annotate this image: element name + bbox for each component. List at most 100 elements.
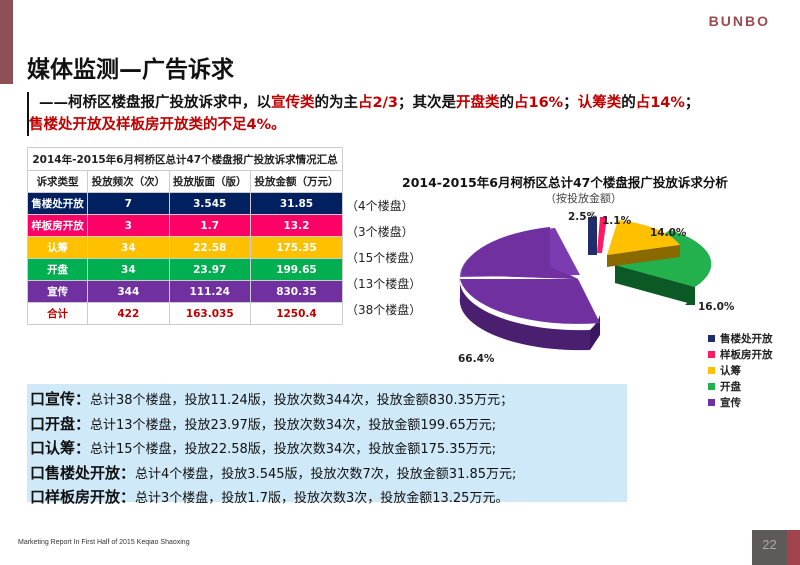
legend-label: 样板房开放 [720,348,773,361]
table-cell: 344 [87,280,170,303]
page-title: 媒体监测—广告诉求 [27,57,234,83]
legend-swatch-icon [708,334,715,342]
table-cell: 3 [87,214,170,237]
building-count: （4个楼盘） [346,199,414,213]
summary-line-1: ——柯桥区楼盘报广投放诉求中，以宣传类的为主占2/3；其次是开盘类的占16%；认… [39,92,787,114]
table-row: 认筹 34 22.58 175.35 [26,236,344,259]
summary-segment: 占16% [513,95,564,111]
note-line: 口样板房开放：总计3个楼盘，投放1.7版，投放次数3次，投放金额13.25万元。 [30,486,627,511]
row-category: 合计 [26,302,89,325]
brand-logo: BUNBO [708,13,770,29]
row-category: 宣传 [26,280,89,303]
table-cell: 163.035 [168,302,251,325]
note-label: 口开盘： [30,414,91,433]
table-cell: 22.58 [168,236,251,259]
note-text: 总计38个楼盘，投放11.24版，投放次数344次，投放金额830.35万元； [90,393,514,408]
legend-item: 宣传 [708,394,773,410]
pie-label-model-house: 1.1% [602,215,632,227]
legend-swatch-icon [708,398,715,406]
row-category: 认筹 [26,236,89,259]
notes-box: 口宣传：总计38个楼盘，投放11.24版，投放次数344次，投放金额830.35… [27,384,627,506]
summary-segment: ； [563,95,578,111]
summary-segment: 占2/3 [358,95,398,111]
footer-text: Marketing Report In First Half of 2015 K… [18,539,190,546]
summary-segment: ； [684,95,700,111]
table-cell: 31.85 [249,192,344,215]
building-count: （15个楼盘） [346,251,422,265]
summary-line-2: 售楼处开放及样板房开放类的不足4%。 [29,117,286,133]
table-cell: 13.2 [249,214,344,237]
legend-item: 开盘 [708,378,773,394]
page-number: 22 [752,530,787,565]
legend-label: 售楼处开放 [720,332,773,345]
row-category: 售楼处开放 [26,192,89,215]
summary-segment: 占14% [635,95,685,111]
legend-swatch-icon [708,366,715,374]
note-label: 口售楼处开放： [30,463,136,482]
summary-segment: 宣传类 [271,95,315,111]
summary-table: 2014年-2015年6月柯桥区总计47个楼盘报广投放诉求情况汇总 诉求类型 投… [26,147,344,325]
building-count-list: （4个楼盘） （3个楼盘） （15个楼盘） （13个楼盘） （38个楼盘） [346,195,421,325]
table-cell: 175.35 [249,236,344,259]
table-row: 合计 422 163.035 1250.4 [26,302,344,325]
legend-label: 认筹 [720,364,741,377]
col-header: 投放版面（版） [168,170,251,193]
building-count: （38个楼盘） [346,303,422,317]
pie-label-opening: 16.0% [698,301,735,313]
chart-legend: 售楼处开放样板房开放认筹开盘宣传 [708,330,773,410]
pie-label-promotion: 66.4% [458,353,495,365]
table-cell: 23.97 [168,258,251,281]
col-header: 诉求类型 [26,170,89,193]
page-accent [787,530,800,565]
chart-subtitle: （按投放金额） [545,192,622,205]
note-line: 口宣传：总计38个楼盘，投放11.24版，投放次数344次，投放金额830.35… [30,388,627,413]
table-cell: 1.7 [168,214,251,237]
legend-label: 开盘 [720,380,741,393]
table-row: 宣传 344 111.24 830.35 [26,280,344,303]
table-cell: 34 [87,258,170,281]
chart-title: 2014-2015年6月柯桥区总计47个楼盘报广投放诉求分析 [402,175,728,190]
legend-swatch-icon [708,350,715,358]
table-row: 售楼处开放 7 3.545 31.85 [26,192,344,215]
note-line: 口认筹：总计15个楼盘，投放22.58版，投放次数34次，投放金额175.35万… [30,437,627,462]
table-cell: 7 [87,192,170,215]
pie-label-subscription: 14.0% [650,227,687,239]
note-text: 总计15个楼盘，投放22.58版，投放次数34次，投放金额175.35万元; [90,442,497,457]
table-cell: 34 [87,236,170,259]
note-label: 口宣传： [30,390,91,408]
pie-chart: 2.5% 1.1% 14.0% 16.0% 66.4% [450,205,734,380]
table-cell: 3.545 [168,192,251,215]
legend-item: 售楼处开放 [708,330,773,346]
row-category: 样板房开放 [26,214,89,237]
legend-item: 样板房开放 [708,346,773,362]
table-cell: 111.24 [168,280,251,303]
table-cell: 199.65 [249,258,344,281]
table-caption: 2014年-2015年6月柯桥区总计47个楼盘报广投放诉求情况汇总 [27,147,343,171]
note-label: 口认筹： [30,439,91,457]
summary-segment: ——柯桥区楼盘报广投放诉求中，以 [39,95,271,111]
building-count: （13个楼盘） [346,277,422,291]
pie-label-sales-office: 2.5% [568,211,598,223]
summary-segment: ；其次是 [397,95,456,111]
table-cell: 422 [87,302,170,325]
summary-segment: 认筹类 [577,95,622,111]
summary-text: ——柯桥区楼盘报广投放诉求中，以宣传类的为主占2/3；其次是开盘类的占16%；认… [27,92,787,136]
note-text: 总计13个楼盘，投放23.97版，投放次数34次，投放金额199.65万元; [90,417,497,433]
row-category: 开盘 [26,258,89,281]
summary-segment: 的 [621,95,636,111]
table-row: 样板房开放 3 1.7 13.2 [26,214,344,237]
summary-segment: 开盘类 [455,95,500,111]
legend-label: 宣传 [720,396,741,409]
note-text: 总计4个楼盘，投放3.545版，投放次数7次，投放金额31.85万元; [135,466,517,482]
note-label: 口样板房开放： [30,488,136,506]
note-text: 总计3个楼盘，投放1.7版，投放次数3次，投放金额13.25万元。 [135,491,509,506]
legend-swatch-icon [708,382,715,390]
summary-segment: 的 [499,95,514,111]
note-line: 口开盘：总计13个楼盘，投放23.97版，投放次数34次，投放金额199.65万… [30,413,627,438]
table-cell: 1250.4 [249,302,344,325]
table-cell: 830.35 [249,280,344,303]
building-count: （3个楼盘） [346,225,414,239]
col-header: 投放频次（次） [87,170,170,193]
note-line: 口售楼处开放：总计4个楼盘，投放3.545版，投放次数7次，投放金额31.85万… [30,462,627,487]
summary-segment: 的为主 [314,95,359,111]
